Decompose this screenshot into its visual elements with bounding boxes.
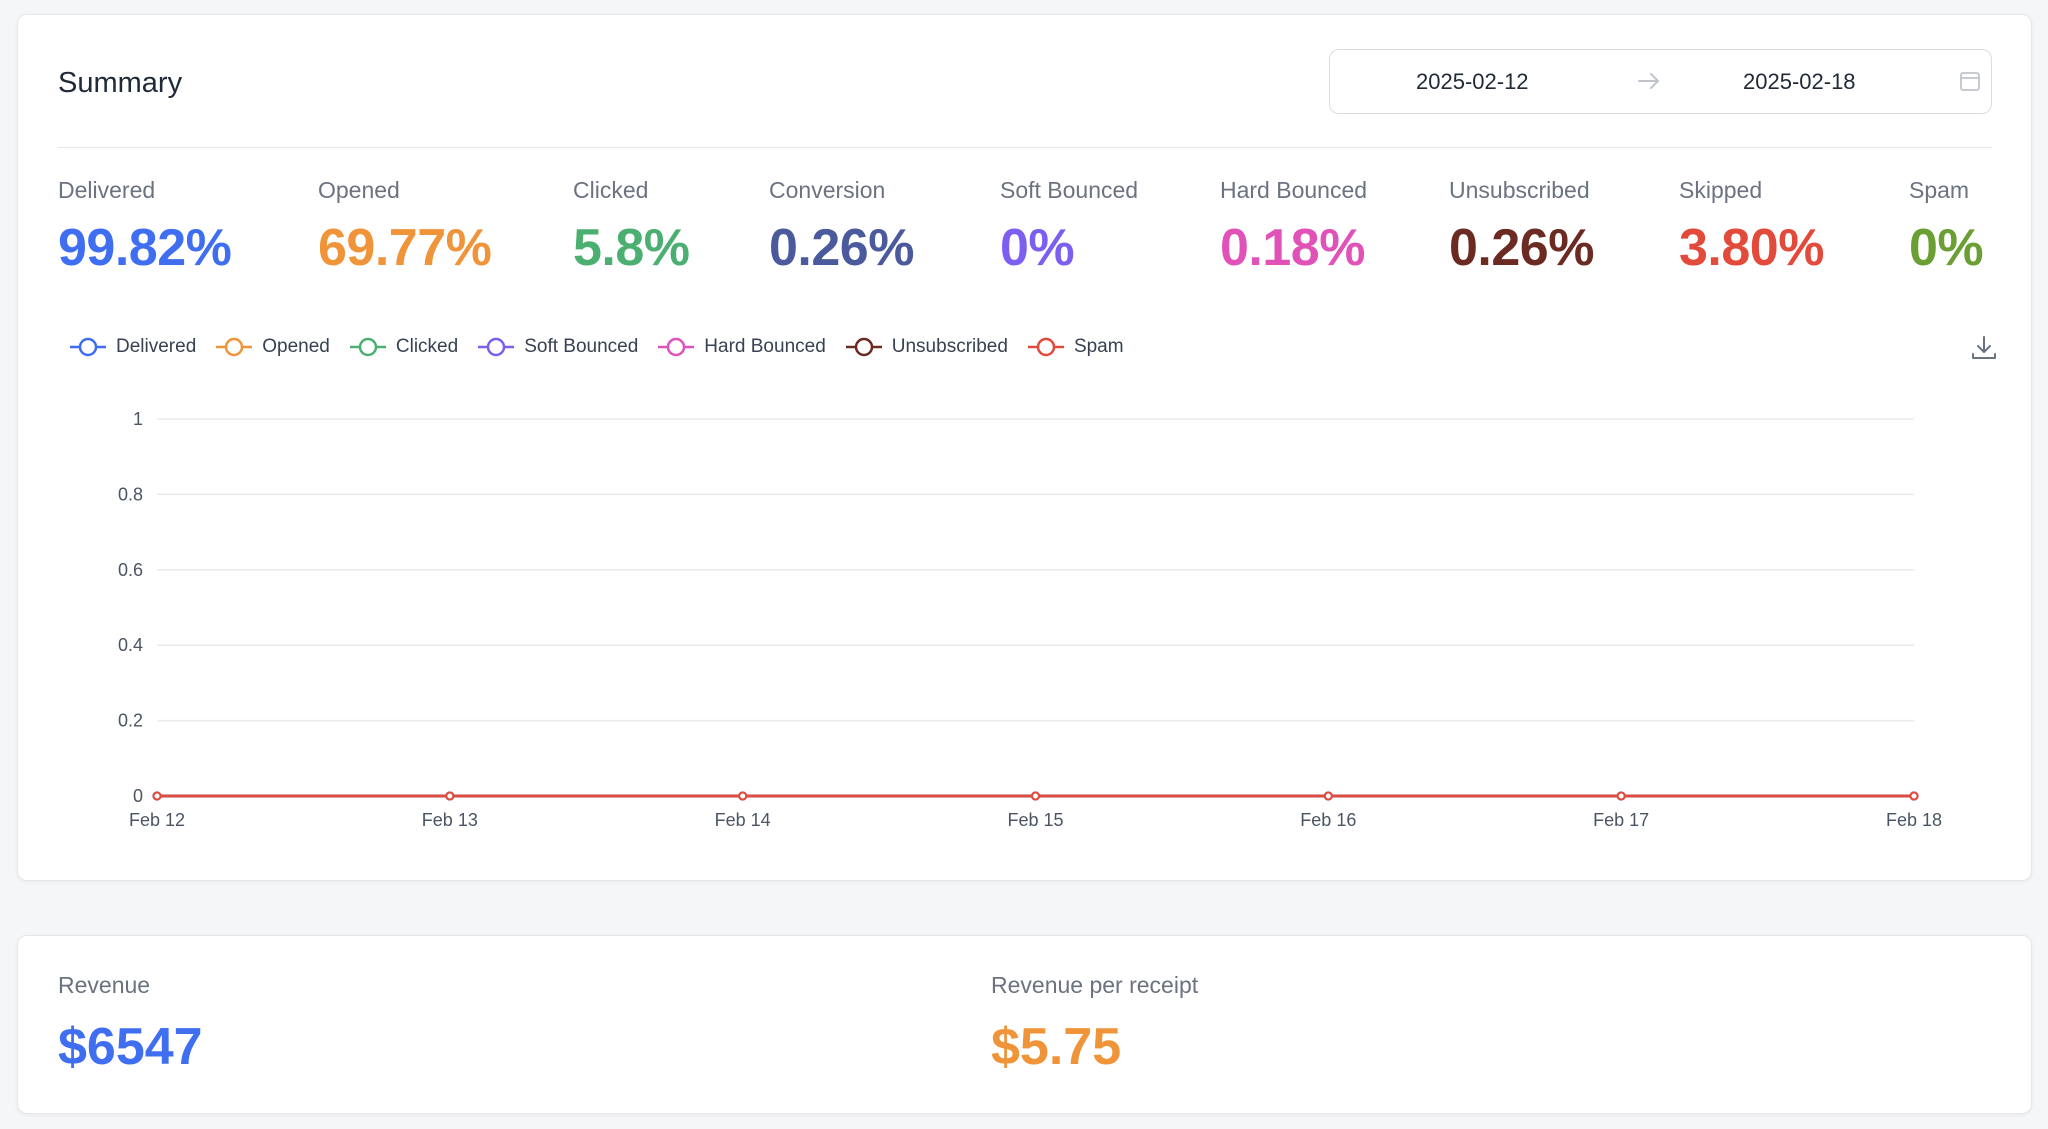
stat-label: Unsubscribed bbox=[1449, 177, 1590, 203]
legend-item[interactable]: Delivered bbox=[68, 335, 196, 359]
y-tick-label: 0.4 bbox=[118, 635, 143, 655]
line-chart: 0 0.2 0.4 0.6 0.8 1 Feb 12 Feb 13 Feb 14 Feb 15 Fe… bbox=[118, 409, 1942, 830]
legend-label: Spam bbox=[1073, 336, 1124, 357]
x-tick-label: Feb 14 bbox=[715, 810, 771, 830]
stat-label: Soft Bounced bbox=[1000, 177, 1139, 203]
stat-skipped: Skipped 3.80% bbox=[1679, 177, 1824, 278]
legend-marker-icon bbox=[70, 337, 106, 357]
date-range-picker[interactable]: 2025-02-12 2025-02-18 bbox=[1329, 49, 1992, 114]
x-tick-label: Feb 12 bbox=[129, 810, 185, 830]
revenue-per-receipt-stat: Revenue per receipt $5.75 bbox=[991, 972, 1198, 1077]
stat-value: 0.26% bbox=[769, 219, 914, 277]
revenue-per-receipt-value: $5.75 bbox=[991, 1018, 1122, 1076]
x-tick-label: Feb 18 bbox=[1886, 810, 1942, 830]
y-tick-label: 0.2 bbox=[118, 711, 143, 731]
stat-value: 0% bbox=[1909, 219, 1984, 277]
data-point bbox=[1323, 791, 1333, 801]
stat-clicked: Clicked 5.8% bbox=[573, 177, 690, 278]
stat-spam: Spam 0% bbox=[1909, 177, 1984, 278]
download-icon[interactable] bbox=[1969, 333, 1999, 368]
legend-marker-icon bbox=[658, 337, 695, 357]
stat-unsubscribed: Unsubscribed 0.26% bbox=[1449, 177, 1594, 278]
legend-item[interactable]: Clicked bbox=[348, 335, 458, 359]
stat-opened: Opened 69.77% bbox=[318, 177, 492, 278]
legend-marker-icon bbox=[1027, 337, 1064, 357]
legend-label: Hard Bounced bbox=[704, 336, 826, 357]
stat-hard-bounced: Hard Bounced 0.18% bbox=[1220, 177, 1367, 278]
stat-value: 0.26% bbox=[1449, 219, 1594, 277]
stat-soft-bounced: Soft Bounced 0% bbox=[1000, 177, 1138, 278]
stat-delivered: Delivered 99.82% bbox=[58, 177, 232, 278]
revenue-label: Revenue bbox=[58, 972, 151, 998]
stat-value: 0.18% bbox=[1220, 219, 1365, 277]
y-tick-label: 1 bbox=[133, 409, 143, 429]
stat-conversion: Conversion 0.26% bbox=[769, 177, 914, 278]
data-point bbox=[1616, 791, 1626, 801]
legend-item[interactable]: Hard Bounced bbox=[656, 335, 826, 359]
stat-label: Clicked bbox=[573, 177, 649, 203]
calendar-icon[interactable] bbox=[1959, 70, 1981, 98]
stat-label: Delivered bbox=[58, 177, 156, 203]
stat-value: 0% bbox=[1000, 219, 1075, 277]
legend-label: Clicked bbox=[395, 336, 459, 357]
y-tick-label: 0.6 bbox=[118, 560, 143, 580]
legend-item[interactable]: Spam bbox=[1026, 335, 1124, 359]
legend-label: Unsubscribed bbox=[891, 336, 1008, 357]
legend-item[interactable]: Opened bbox=[214, 335, 330, 359]
stat-label: Skipped bbox=[1679, 177, 1763, 203]
data-point bbox=[1909, 791, 1919, 801]
stat-value: 3.80% bbox=[1679, 219, 1824, 277]
legend-marker-icon bbox=[845, 337, 882, 357]
legend-marker-icon bbox=[216, 337, 253, 357]
y-tick-label: 0.8 bbox=[118, 484, 143, 504]
legend-label: Soft Bounced bbox=[524, 336, 639, 357]
x-tick-label: Feb 16 bbox=[1300, 810, 1356, 830]
revenue-stat: Revenue $6547 bbox=[58, 972, 203, 1077]
summary-title: Summary bbox=[58, 67, 183, 99]
legend-label: Opened bbox=[262, 336, 330, 357]
legend-marker-icon bbox=[478, 337, 515, 357]
data-point bbox=[445, 791, 455, 801]
data-point bbox=[738, 791, 748, 801]
start-date-input[interactable]: 2025-02-12 bbox=[1416, 68, 1529, 94]
legend-item[interactable]: Soft Bounced bbox=[476, 335, 638, 359]
revenue-value: $6547 bbox=[58, 1018, 203, 1076]
stat-label: Hard Bounced bbox=[1220, 177, 1368, 203]
legend-label: Delivered bbox=[116, 336, 197, 357]
revenue-card: Revenue $6547 Revenue per receipt $5.75 bbox=[17, 935, 2032, 1114]
stat-label: Spam bbox=[1909, 177, 1970, 203]
x-tick-label: Feb 13 bbox=[422, 810, 478, 830]
y-tick-label: 0 bbox=[133, 786, 143, 806]
stat-label: Opened bbox=[318, 177, 400, 203]
x-tick-label: Feb 17 bbox=[1593, 810, 1649, 830]
arrow-right-icon bbox=[1636, 68, 1662, 100]
divider bbox=[58, 147, 1992, 148]
data-point bbox=[152, 791, 162, 801]
stat-value: 69.77% bbox=[318, 219, 492, 277]
stat-value: 5.8% bbox=[573, 219, 690, 277]
chart-legend: Delivered Opened Clicked Soft Bounced Hard B… bbox=[68, 335, 1142, 359]
legend-marker-icon bbox=[349, 337, 386, 357]
revenue-per-receipt-label: Revenue per receipt bbox=[991, 972, 1199, 998]
stat-value: 99.82% bbox=[58, 219, 232, 277]
summary-card: Summary 2025-02-12 2025-02-18 Delivered … bbox=[17, 14, 2032, 881]
x-tick-label: Feb 15 bbox=[1007, 810, 1063, 830]
stat-label: Conversion bbox=[769, 177, 886, 203]
data-point bbox=[1031, 791, 1040, 801]
legend-item[interactable]: Unsubscribed bbox=[844, 335, 1008, 359]
end-date-input[interactable]: 2025-02-18 bbox=[1743, 68, 1856, 94]
